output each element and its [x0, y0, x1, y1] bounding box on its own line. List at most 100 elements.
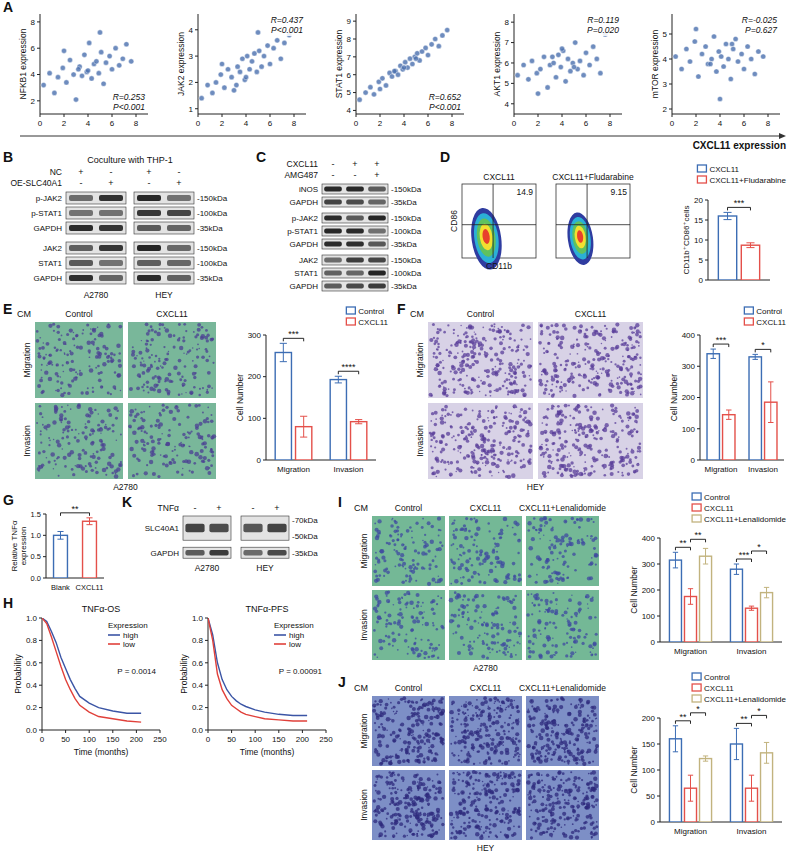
cell-dot [466, 391, 470, 395]
cell-dot [470, 466, 473, 469]
cell-dot [505, 378, 508, 381]
cell-dot [444, 409, 446, 411]
column-head: CXCL11+Lenalidomide [519, 503, 606, 513]
cell-dot [520, 408, 523, 411]
cell-dot [197, 328, 201, 332]
size-marker: -150kDa [197, 194, 228, 203]
cell-dot [488, 383, 492, 387]
cell-dot [415, 522, 418, 525]
cell-dot [411, 530, 413, 532]
cell-dot [509, 381, 513, 385]
cell-dot [100, 419, 104, 423]
cell-dot [39, 412, 42, 415]
cell-dot [464, 437, 468, 441]
cell-dot [409, 577, 413, 581]
cell-dot [135, 440, 139, 444]
cell-dot [540, 325, 542, 327]
cell-dot [587, 360, 590, 363]
cell-dot [149, 387, 153, 391]
cell-dot [463, 391, 466, 394]
cell-dot [556, 386, 558, 388]
cell-dot [150, 338, 153, 341]
cell-dot [143, 384, 145, 386]
cell-dot [90, 428, 94, 432]
cell-dot [467, 423, 469, 425]
band [137, 275, 161, 281]
cell-dot [457, 450, 458, 451]
condition-sign: + [216, 503, 221, 513]
cell-dot [513, 380, 515, 382]
cell-dot [165, 358, 168, 361]
cell-dot [498, 367, 501, 370]
cell-dot [605, 360, 607, 362]
band [99, 260, 123, 266]
cell-dot [489, 328, 492, 331]
cell-dot [587, 346, 589, 348]
cell-dot [638, 345, 640, 347]
cell-dot [633, 413, 636, 416]
cell-dot [471, 363, 475, 367]
cell-dot [150, 425, 153, 428]
cell-dot [476, 463, 478, 465]
cell-dot [118, 463, 123, 468]
cell-dot [466, 327, 468, 329]
cell-dot [162, 462, 165, 465]
cell-dot [616, 382, 619, 385]
cell-dot [515, 455, 518, 458]
cell-dot [151, 328, 154, 331]
cell-dot [504, 412, 507, 415]
cell-dot [156, 332, 160, 336]
cell-dot [551, 383, 553, 385]
cell-dot [375, 575, 378, 578]
cell-dot [447, 461, 449, 463]
cell-dot [580, 375, 582, 377]
cell-dot [69, 328, 73, 332]
cell-dot [146, 386, 148, 388]
cell-dot [437, 328, 439, 330]
cell-dot [50, 452, 55, 457]
cell-dot [468, 386, 471, 389]
cell-dot [516, 365, 520, 369]
cell-dot [499, 359, 503, 363]
cell-dot [579, 324, 583, 328]
cell-dot [195, 372, 197, 374]
cell-dot [430, 525, 434, 529]
band [346, 229, 364, 234]
cell-dot [53, 330, 55, 332]
cell-dot [152, 452, 155, 455]
cell-dot [430, 420, 432, 422]
cell-dot [625, 389, 629, 393]
cell-dot [136, 386, 140, 390]
cell-dot [39, 405, 42, 408]
cell-dot [474, 360, 476, 362]
cell-dot [508, 362, 512, 366]
cell-dot [173, 346, 176, 349]
cell-dot [453, 388, 456, 391]
panel-letter: G [3, 492, 14, 508]
panel-letter: F [397, 301, 406, 317]
cell-dot [573, 466, 575, 468]
cell-dot [627, 472, 631, 476]
cell-dot [38, 347, 41, 350]
cell-dot [82, 449, 85, 452]
condition-sign: - [252, 503, 255, 513]
cell-dot [476, 418, 478, 420]
cell-dot [141, 447, 144, 450]
cell-dot [107, 408, 111, 412]
cell-dot [165, 463, 169, 467]
cell-dot [200, 436, 204, 440]
cell-dot [181, 474, 183, 476]
cell-dot [151, 354, 153, 356]
cell-dot [79, 370, 81, 372]
cell-dot [491, 475, 492, 476]
cell-dot [456, 471, 457, 472]
cell-dot [86, 323, 89, 326]
cell-dot [478, 352, 481, 355]
cell-dot [408, 565, 412, 569]
cell-dot [597, 332, 600, 335]
band [346, 242, 364, 247]
cell-dot [440, 416, 444, 420]
cell-dot [639, 357, 641, 359]
cell-dot [556, 357, 559, 360]
cell-dot [158, 422, 162, 426]
